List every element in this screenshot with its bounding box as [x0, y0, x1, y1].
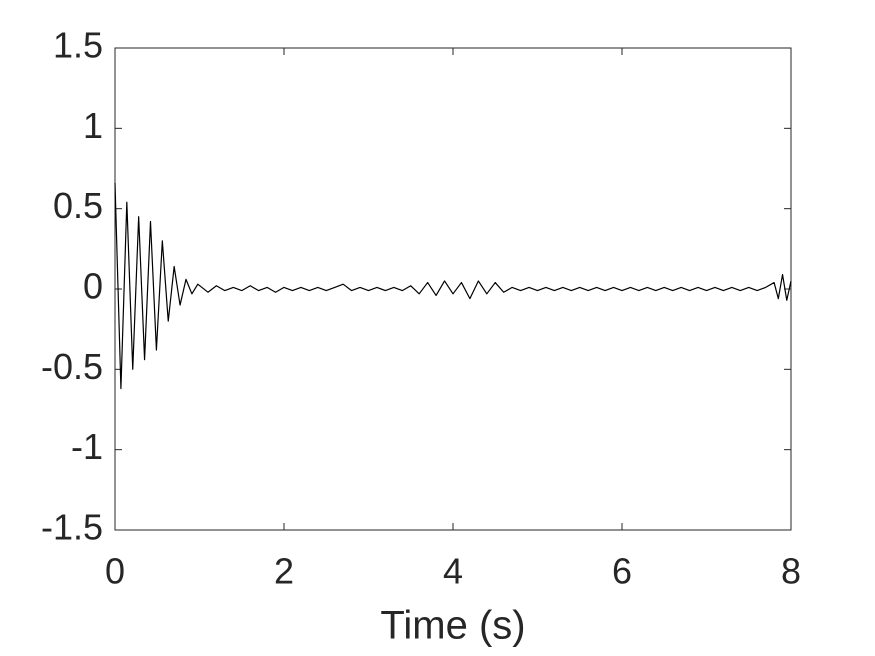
- axes-box: [114, 47, 792, 531]
- y-tick-label: 0.5: [53, 185, 103, 226]
- line-series: [114, 182, 792, 390]
- y-tick-label: 1.5: [53, 25, 103, 66]
- x-tick-label: 4: [443, 551, 463, 592]
- x-tick-label: 2: [274, 551, 294, 592]
- y-tick-label: -0.5: [41, 346, 103, 387]
- x-tick-label: 6: [612, 551, 632, 592]
- y-tick-label: -1: [71, 426, 103, 467]
- y-tick-label: -1.5: [41, 507, 103, 548]
- x-axis-label: Time (s): [380, 604, 525, 648]
- x-tick-label: 8: [781, 551, 801, 592]
- y-tick-label: 1: [83, 105, 103, 146]
- x-tick-label: 0: [105, 551, 125, 592]
- y-tick-label: 0: [83, 266, 103, 307]
